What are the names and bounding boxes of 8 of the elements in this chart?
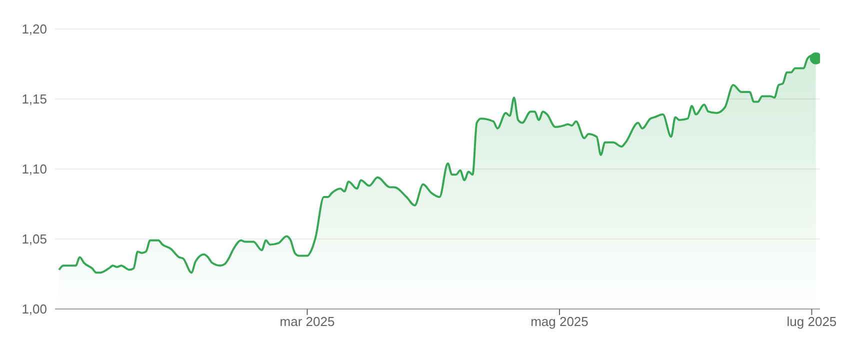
x-tick-label: mag 2025 <box>530 314 588 330</box>
y-tick-label: 1,15 <box>22 92 47 107</box>
y-tick-label: 1,20 <box>22 22 47 37</box>
y-tick-label: 1,00 <box>22 302 47 317</box>
x-tick-label: lug 2025 <box>786 314 837 330</box>
x-tick-label: mar 2025 <box>280 314 335 330</box>
y-tick-label: 1,05 <box>22 232 47 247</box>
y-tick-label: 1,10 <box>22 162 47 177</box>
